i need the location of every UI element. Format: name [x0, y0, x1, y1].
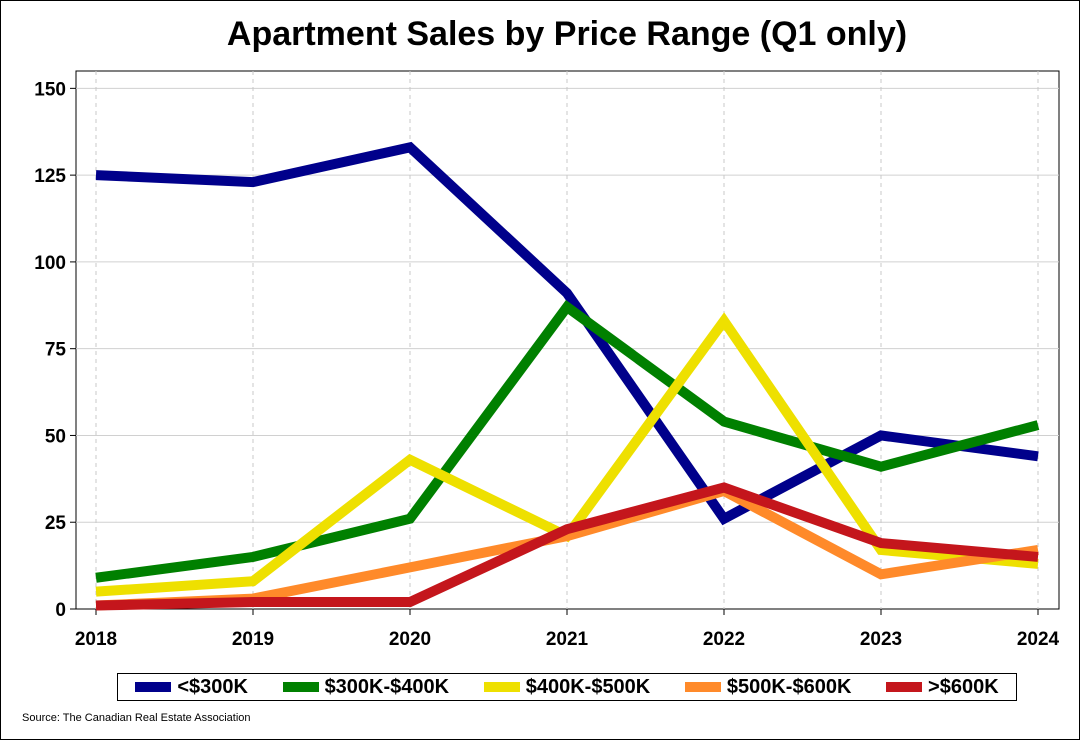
legend-label: $400K-$500K: [525, 675, 651, 698]
legend-item: $400K-$500K: [483, 675, 651, 699]
legend-swatch: [886, 682, 923, 692]
y-tick-label: 150: [34, 79, 66, 100]
series-line-4: [95, 482, 1039, 611]
x-tick-label: 2023: [860, 629, 902, 650]
chart-legend: <$300K $300K-$400K $400K-$500K $500K-$600K >…: [117, 673, 1017, 701]
legend-item: $500K-$600K: [684, 675, 852, 699]
x-tick-label: 2020: [389, 629, 431, 650]
y-tick-label: 25: [45, 513, 67, 534]
legend-item: <$300K: [135, 676, 248, 699]
legend-label: $500K-$600K: [726, 675, 852, 698]
y-tick-label: 100: [34, 253, 66, 274]
series-line-1: [95, 300, 1040, 583]
series-line-0: [95, 141, 1039, 526]
legend-item: $300K-$400K: [282, 675, 450, 699]
y-tick-label: 50: [45, 426, 66, 447]
y-tick-label: 125: [34, 166, 66, 187]
source-note: Source: The Canadian Real Estate Associa…: [22, 712, 251, 724]
legend-swatch: [684, 682, 721, 692]
x-tick-label: 2021: [546, 629, 589, 650]
legend-label: >$600K: [928, 675, 999, 698]
x-tick-label: 2019: [232, 629, 274, 650]
legend-swatch: [135, 682, 172, 692]
x-tick-label: 2022: [703, 629, 745, 650]
chart-title: Apartment Sales by Price Range (Q1 only): [226, 15, 908, 53]
legend-swatch: [282, 682, 319, 692]
y-tick-label: 0: [55, 600, 66, 621]
legend-swatch: [483, 682, 520, 692]
legend-label: $300K-$400K: [324, 675, 450, 698]
y-tick-label: 75: [45, 340, 67, 361]
legend-label: <$300K: [177, 675, 248, 698]
legend-item: >$600K: [886, 676, 999, 699]
x-tick-label: 2024: [1017, 629, 1060, 650]
x-tick-label: 2018: [75, 629, 117, 650]
